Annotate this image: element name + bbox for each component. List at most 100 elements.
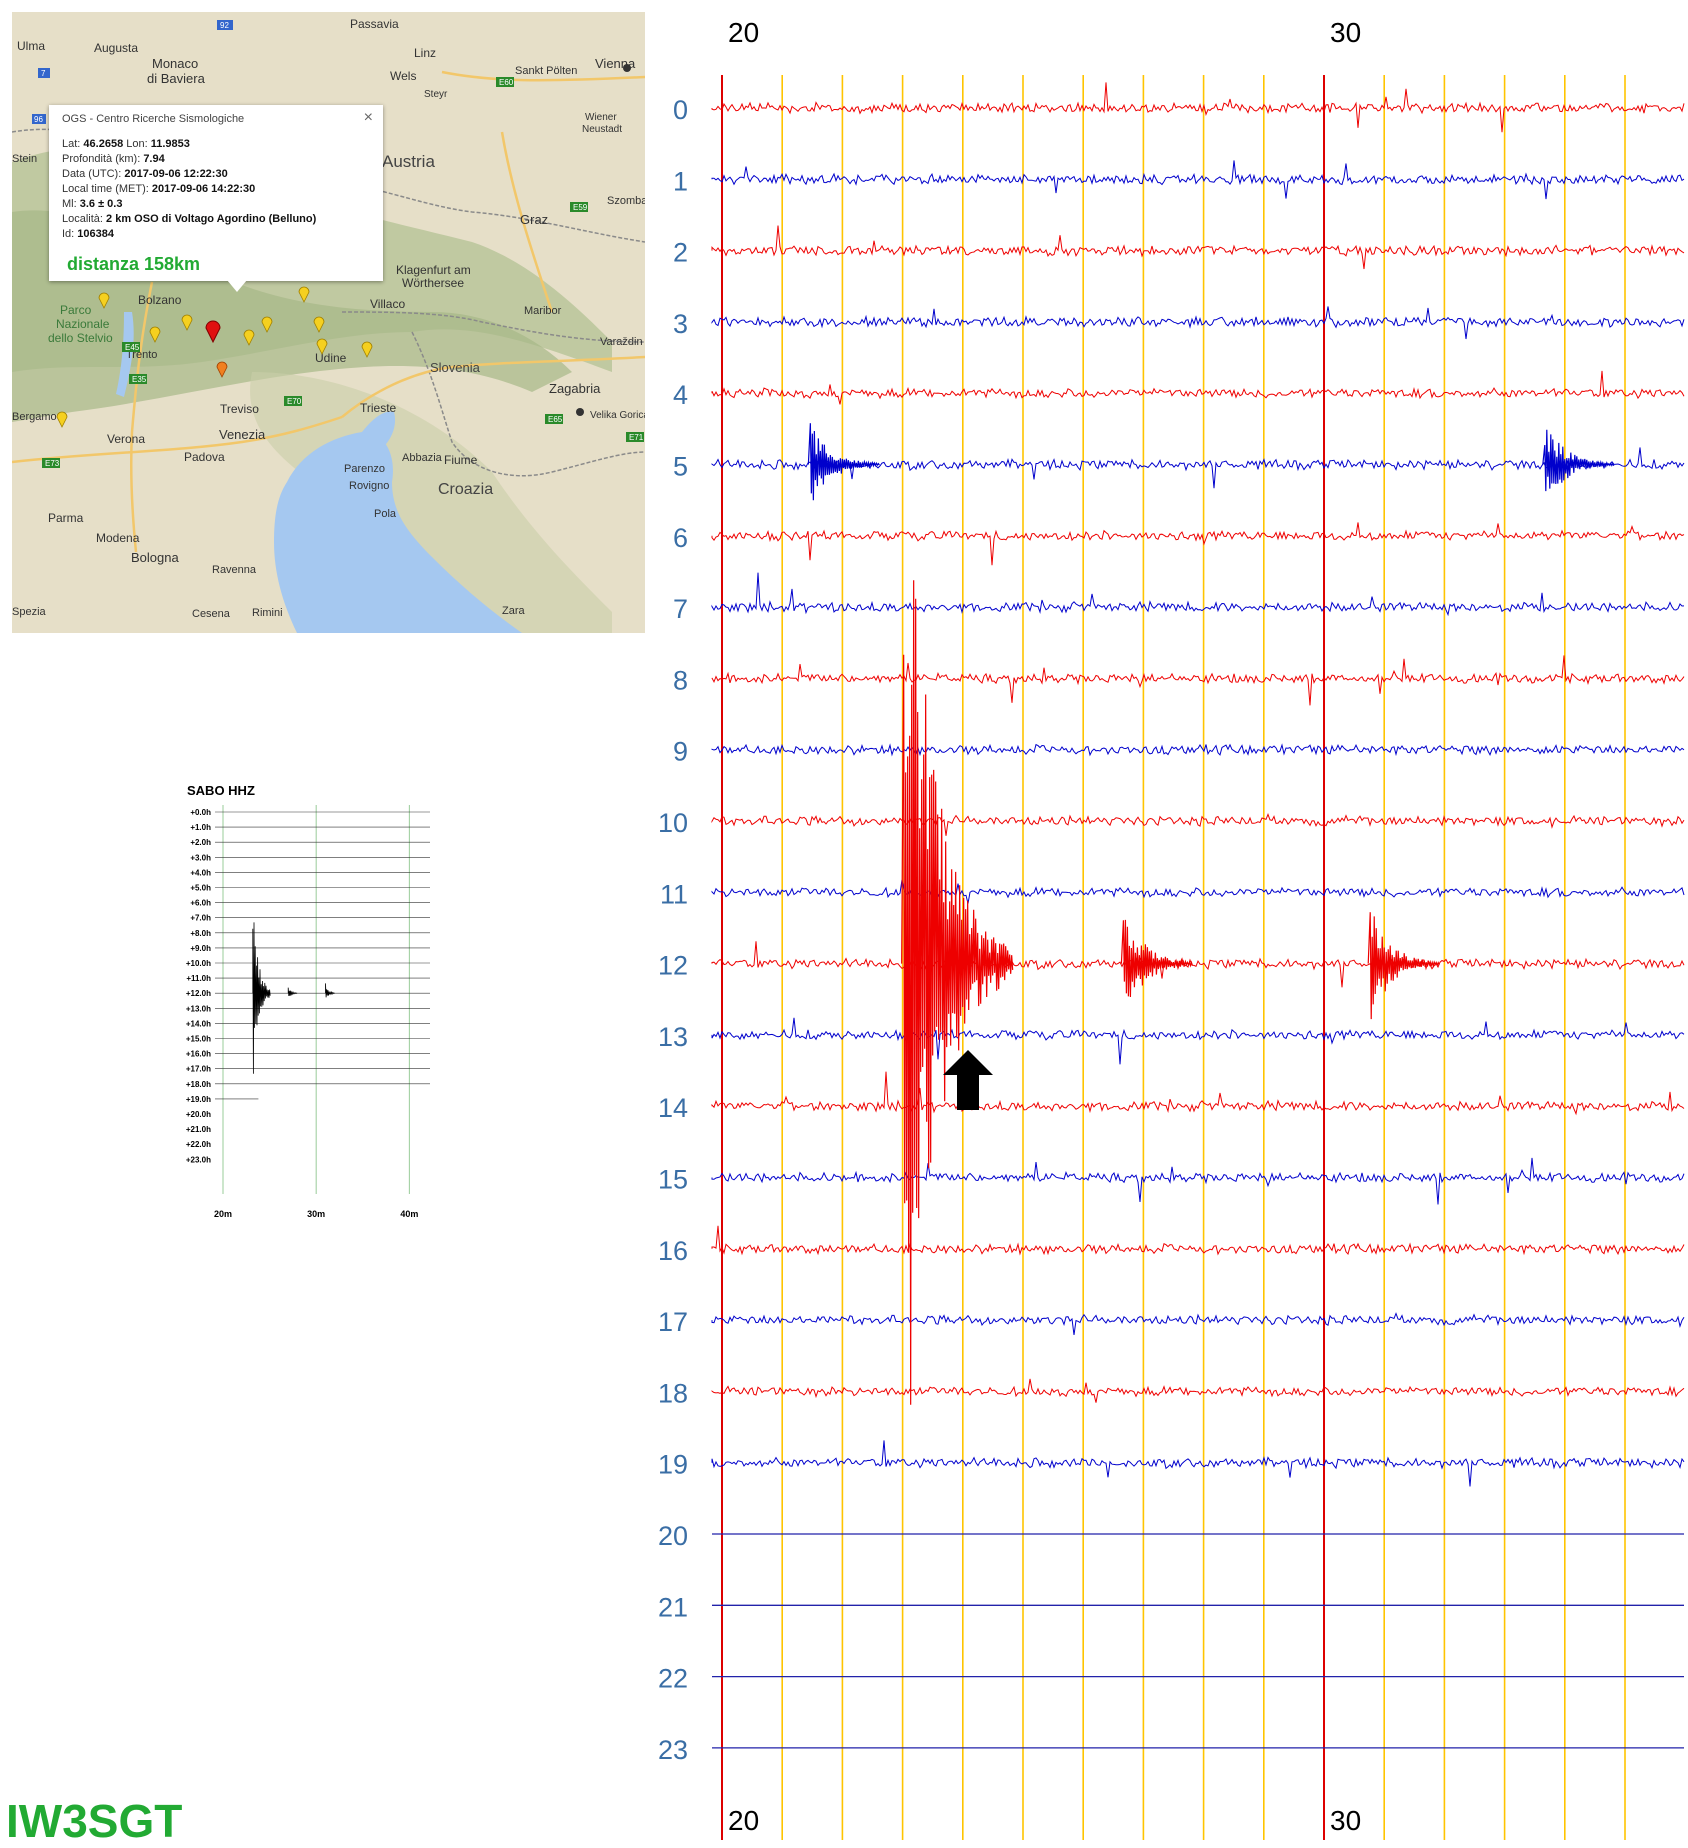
map-label: Parenzo (344, 463, 385, 475)
mini-row-label: +10.0h (186, 959, 211, 968)
station-pin[interactable] (149, 326, 161, 343)
map-label: Maribor (524, 305, 562, 317)
row-label: 1 (673, 166, 688, 196)
trace-line (711, 655, 1685, 706)
map-label: Ulma (17, 39, 45, 53)
row-label: 16 (658, 1236, 688, 1266)
map-label: Trieste (360, 401, 397, 415)
trace-line (711, 941, 1685, 988)
map-label: Bergamo (12, 411, 57, 423)
map-label: Sankt Pölten (515, 65, 577, 77)
map-label: Szomba (607, 195, 645, 207)
row-label: 4 (673, 380, 688, 410)
map-label: Treviso (220, 402, 259, 416)
capital-marker (623, 64, 631, 72)
station-pin[interactable] (98, 292, 110, 309)
mini-helicorder-chart: SABO HHZ 20m 30m 40m +0.0h +1.0h +2.0h +3.0h +4… (186, 783, 430, 1219)
mini-row-label: +7.0h (190, 914, 211, 923)
epicenter-pin[interactable] (205, 320, 221, 344)
event-signal (1367, 912, 1440, 1020)
map-label: Neustadt (582, 124, 622, 135)
adriatic-sea (274, 431, 522, 633)
row-label: 9 (673, 737, 688, 767)
station-pin[interactable] (56, 411, 68, 428)
depth-label: Profondità (km): (62, 153, 141, 165)
road-shield-label: 7 (41, 69, 46, 78)
mini-row-label: +16.0h (186, 1050, 211, 1059)
map-panel[interactable]: Passavia Ulma Augusta Monaco di Baviera … (12, 12, 645, 633)
event-signal (807, 423, 880, 501)
row-label: 6 (673, 523, 688, 553)
map-label: Austria (382, 152, 435, 171)
ml-value: 3.6 ± 0.3 (79, 198, 123, 210)
trace-line (711, 370, 1685, 405)
trace-line (711, 1071, 1685, 1116)
mini-event-signal (287, 987, 298, 997)
map-label: Monaco (152, 56, 198, 71)
mini-x-tick-label: 30m (307, 1209, 325, 1219)
mini-x-tick-label: 20m (214, 1209, 232, 1219)
ml-label: Ml: (62, 198, 77, 210)
mini-row-label: +8.0h (190, 929, 211, 938)
map-label: Slovenia (430, 360, 481, 375)
station-pin[interactable] (316, 338, 328, 355)
mini-row-label: +6.0h (190, 899, 211, 908)
road-shield-label: E71 (629, 433, 644, 442)
station-pin[interactable] (298, 286, 310, 303)
highway-e60 (441, 70, 645, 82)
mini-row-label: +0.0h (190, 808, 211, 817)
mini-row-label: +22.0h (186, 1140, 211, 1149)
row-label: 7 (673, 594, 688, 624)
trace-line (711, 1378, 1685, 1403)
map-label: Klagenfurt am (396, 263, 471, 277)
mini-x-tick-label: 40m (400, 1209, 418, 1219)
mini-row-label: +18.0h (186, 1080, 211, 1089)
road-shield (122, 342, 140, 352)
helicorder-traces (711, 82, 1685, 1749)
met-label: Local time (MET): (62, 183, 149, 195)
capital-marker (576, 408, 584, 416)
row-label: 13 (658, 1022, 688, 1052)
trace-line (711, 447, 1685, 489)
utc-label: Data (UTC): (62, 168, 122, 180)
trace-line (711, 743, 1685, 757)
popup-coords: Lat: 46.2658 Lon: 11.9853 (62, 138, 190, 150)
station-pin[interactable] (361, 341, 373, 358)
x-tick-label-bottom: 20 (728, 1805, 759, 1836)
mini-row-label: +23.0h (186, 1155, 211, 1164)
id-value: 106384 (77, 228, 115, 240)
road-shield-label: E65 (548, 415, 563, 424)
station-pin-orange[interactable] (216, 361, 228, 378)
event-info-popup: OGS - Centro Ricerche Sismologiche × Lat… (49, 105, 383, 281)
map-label: Venezia (219, 427, 266, 442)
station-pin[interactable] (313, 316, 325, 333)
road-shield-label: 92 (220, 21, 229, 30)
lon-value: 11.9853 (150, 138, 190, 150)
event-signal (1542, 429, 1615, 492)
map-label: Nazionale (56, 317, 110, 331)
x-tick-label-top: 20 (728, 17, 759, 48)
row-label: 11 (660, 879, 688, 909)
map-label: Pola (374, 508, 397, 520)
station-pin[interactable] (261, 316, 273, 333)
trace-line (711, 306, 1685, 340)
station-pin[interactable] (181, 314, 193, 331)
road-shield (217, 20, 233, 30)
map-label: Cesena (192, 608, 231, 620)
popup-title: OGS - Centro Ricerche Sismologiche (62, 113, 245, 125)
trace-line (711, 225, 1685, 270)
station-pins[interactable] (56, 286, 373, 428)
map-label: Udine (315, 351, 347, 365)
map-label: Verona (107, 432, 145, 446)
trace-line (711, 1017, 1685, 1065)
map-label: Velika Gorica (590, 410, 645, 421)
map-label: Zara (502, 605, 526, 617)
map-label: Varaždin (600, 336, 643, 348)
road-shield-label: E59 (573, 203, 588, 212)
map-label: Wels (390, 69, 416, 83)
road-shield-label: E60 (499, 78, 514, 87)
lon-label: Lon: (126, 138, 148, 150)
station-pin[interactable] (243, 329, 255, 346)
row-label: 23 (658, 1735, 688, 1765)
close-icon[interactable]: × (363, 109, 373, 126)
